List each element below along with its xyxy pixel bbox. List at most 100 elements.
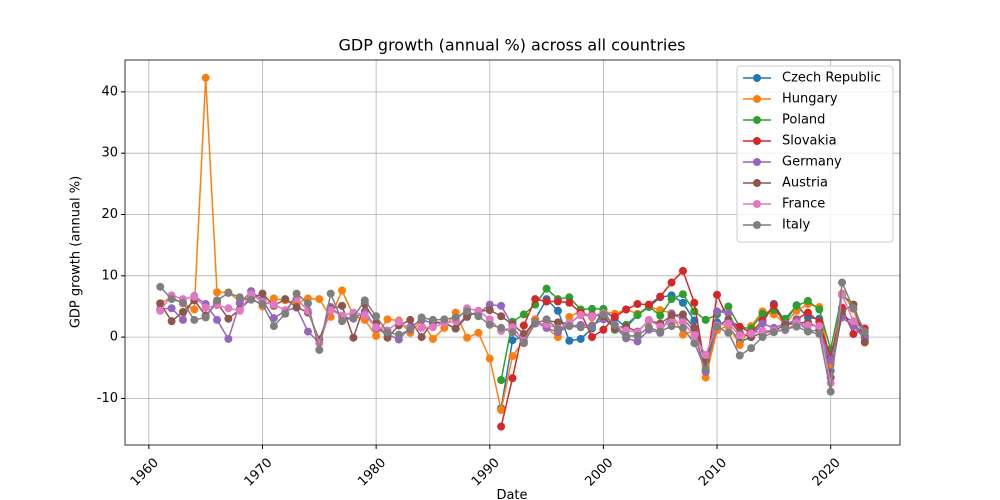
data-point bbox=[394, 330, 403, 339]
legend-label: Hungary bbox=[782, 92, 838, 107]
data-point bbox=[565, 336, 574, 345]
data-point bbox=[519, 338, 528, 347]
data-point bbox=[633, 331, 642, 340]
data-point bbox=[576, 334, 585, 343]
data-point bbox=[349, 313, 358, 322]
data-point bbox=[497, 301, 506, 310]
data-point bbox=[690, 323, 699, 332]
data-point bbox=[235, 299, 244, 308]
data-point bbox=[451, 313, 460, 322]
y-tick-label: 10 bbox=[101, 268, 118, 283]
legend-label: Austria bbox=[782, 176, 828, 191]
data-point bbox=[497, 323, 506, 332]
data-point bbox=[678, 298, 687, 307]
data-point bbox=[372, 323, 381, 332]
data-point bbox=[213, 315, 222, 324]
data-point bbox=[338, 301, 347, 310]
data-point bbox=[372, 312, 381, 321]
data-point bbox=[303, 299, 312, 308]
data-point bbox=[667, 311, 676, 320]
data-point bbox=[769, 301, 778, 310]
data-point bbox=[258, 299, 267, 308]
data-point bbox=[235, 293, 244, 302]
data-point bbox=[622, 305, 631, 314]
legend-label: Germany bbox=[782, 155, 842, 170]
data-point bbox=[201, 73, 210, 82]
data-point bbox=[701, 365, 710, 374]
data-point bbox=[485, 300, 494, 309]
data-point bbox=[678, 330, 687, 339]
data-point bbox=[667, 322, 676, 331]
data-point bbox=[315, 345, 324, 354]
data-point bbox=[542, 315, 551, 324]
legend-marker bbox=[753, 74, 761, 82]
data-point bbox=[713, 322, 722, 331]
data-point bbox=[701, 373, 710, 382]
data-point bbox=[588, 304, 597, 313]
data-point bbox=[247, 295, 256, 304]
data-point bbox=[497, 312, 506, 321]
data-point bbox=[678, 310, 687, 319]
data-point bbox=[815, 322, 824, 331]
data-point bbox=[815, 305, 824, 314]
data-point bbox=[349, 333, 358, 342]
data-point bbox=[724, 309, 733, 318]
data-point bbox=[713, 307, 722, 316]
data-point bbox=[417, 313, 426, 322]
data-point bbox=[758, 319, 767, 328]
data-point bbox=[690, 298, 699, 307]
data-point bbox=[428, 315, 437, 324]
data-point bbox=[588, 333, 597, 342]
legend-marker bbox=[753, 158, 761, 166]
data-point bbox=[610, 320, 619, 329]
data-point bbox=[656, 327, 665, 336]
data-point bbox=[610, 312, 619, 321]
legend-label: Italy bbox=[782, 218, 811, 233]
data-point bbox=[678, 266, 687, 275]
data-point bbox=[690, 339, 699, 348]
legend-marker bbox=[753, 137, 761, 145]
data-point bbox=[224, 304, 233, 313]
data-point bbox=[372, 331, 381, 340]
data-point bbox=[599, 325, 608, 334]
data-point bbox=[803, 321, 812, 330]
data-point bbox=[724, 302, 733, 311]
data-point bbox=[440, 315, 449, 324]
data-point bbox=[565, 293, 574, 302]
data-point bbox=[565, 312, 574, 321]
data-point bbox=[497, 422, 506, 431]
data-point bbox=[826, 387, 835, 396]
y-tick-label: 20 bbox=[101, 207, 118, 222]
data-point bbox=[553, 325, 562, 334]
data-point bbox=[258, 289, 267, 298]
legend-label: Czech Republic bbox=[782, 71, 881, 86]
data-point bbox=[758, 333, 767, 342]
x-axis-label: Date bbox=[496, 488, 527, 500]
data-point bbox=[849, 304, 858, 313]
data-point bbox=[667, 278, 676, 287]
data-point bbox=[633, 337, 642, 346]
legend-marker bbox=[753, 221, 761, 229]
data-point bbox=[281, 309, 290, 318]
data-point bbox=[633, 299, 642, 308]
data-point bbox=[485, 320, 494, 329]
data-point bbox=[497, 406, 506, 415]
data-point bbox=[360, 296, 369, 305]
data-point bbox=[463, 333, 472, 342]
data-point bbox=[735, 351, 744, 360]
data-point bbox=[735, 341, 744, 350]
data-point bbox=[576, 311, 585, 320]
data-point bbox=[281, 295, 290, 304]
legend-marker bbox=[753, 95, 761, 103]
data-point bbox=[542, 297, 551, 306]
data-point bbox=[508, 374, 517, 383]
data-point bbox=[622, 326, 631, 335]
data-point bbox=[849, 317, 858, 326]
legend-box bbox=[736, 65, 894, 243]
legend-marker bbox=[753, 179, 761, 187]
data-point bbox=[497, 376, 506, 385]
data-point bbox=[269, 314, 278, 323]
y-tick-label: 30 bbox=[101, 146, 118, 161]
data-point bbox=[269, 294, 278, 303]
data-point bbox=[201, 313, 210, 322]
